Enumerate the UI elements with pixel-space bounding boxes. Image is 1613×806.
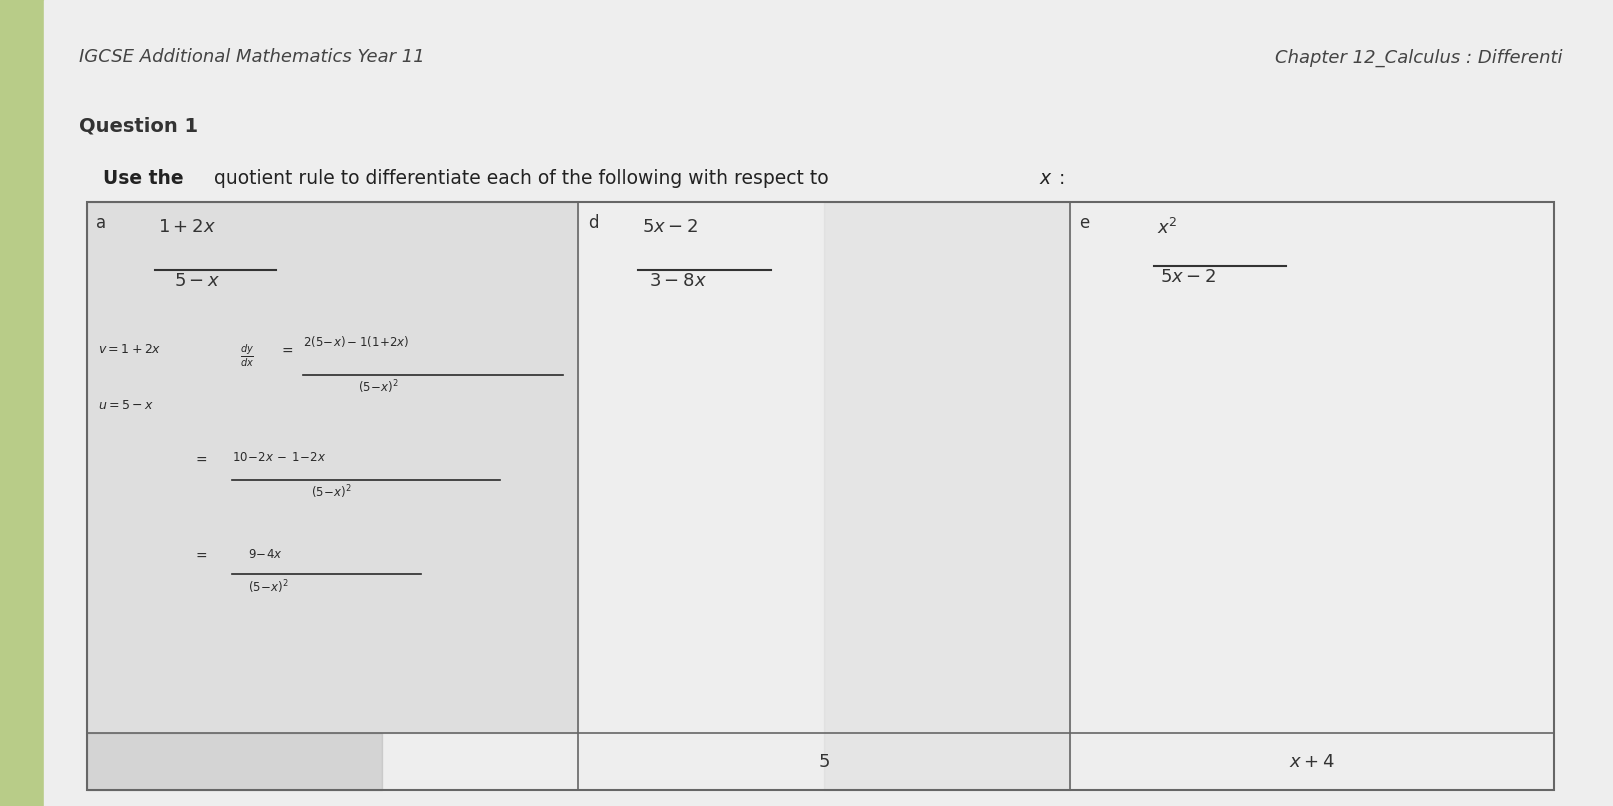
Text: Chapter 12_Calculus : Differenti: Chapter 12_Calculus : Differenti bbox=[1274, 48, 1563, 67]
Text: $5x-2$: $5x-2$ bbox=[642, 218, 697, 235]
Bar bbox=[0, 0, 44, 806]
Text: $=$: $=$ bbox=[279, 343, 294, 356]
Text: $=$: $=$ bbox=[192, 451, 208, 465]
Text: a: a bbox=[97, 214, 106, 231]
Text: $(5\!-\!x)^2$: $(5\!-\!x)^2$ bbox=[311, 484, 352, 501]
Text: quotient rule to differentiate each of the following with respect to: quotient rule to differentiate each of t… bbox=[208, 169, 836, 189]
Text: $5x-2$: $5x-2$ bbox=[1160, 268, 1216, 286]
Text: $x+4$: $x+4$ bbox=[1289, 753, 1336, 771]
Text: d: d bbox=[587, 214, 598, 231]
Text: Question 1: Question 1 bbox=[79, 117, 198, 136]
Bar bbox=[87, 202, 1555, 790]
Text: $u=5-x$: $u=5-x$ bbox=[98, 399, 153, 412]
Text: $\frac{dy}{dx}$: $\frac{dy}{dx}$ bbox=[240, 343, 253, 369]
Text: $x^2$: $x^2$ bbox=[1157, 218, 1177, 238]
Text: $3-8x$: $3-8x$ bbox=[650, 272, 706, 290]
Text: $2(5\!-\!x)-1(1\!+\!2x)$: $2(5\!-\!x)-1(1\!+\!2x)$ bbox=[303, 334, 410, 350]
Text: $5-x$: $5-x$ bbox=[174, 272, 219, 290]
Text: e: e bbox=[1079, 214, 1090, 231]
Text: Use the: Use the bbox=[103, 169, 184, 189]
Text: :: : bbox=[1058, 169, 1065, 189]
Text: $(5\!-\!x)^2$: $(5\!-\!x)^2$ bbox=[248, 578, 289, 596]
Text: $(5\!-\!x)^2$: $(5\!-\!x)^2$ bbox=[358, 379, 398, 397]
Text: $=$: $=$ bbox=[192, 548, 208, 562]
Text: $v=1+2x$: $v=1+2x$ bbox=[98, 343, 161, 355]
Text: 5: 5 bbox=[818, 753, 831, 771]
Bar bbox=[87, 202, 579, 733]
Text: x: x bbox=[1040, 169, 1052, 189]
Text: $9\!-\!4x$: $9\!-\!4x$ bbox=[248, 548, 282, 561]
Bar bbox=[824, 202, 1069, 790]
Bar bbox=[87, 733, 382, 790]
Text: IGCSE Additional Mathematics Year 11: IGCSE Additional Mathematics Year 11 bbox=[79, 48, 424, 66]
Text: $1+2x$: $1+2x$ bbox=[158, 218, 216, 235]
Text: $10\!-\!2x\:-\:1\!-\!2x$: $10\!-\!2x\:-\:1\!-\!2x$ bbox=[232, 451, 326, 464]
